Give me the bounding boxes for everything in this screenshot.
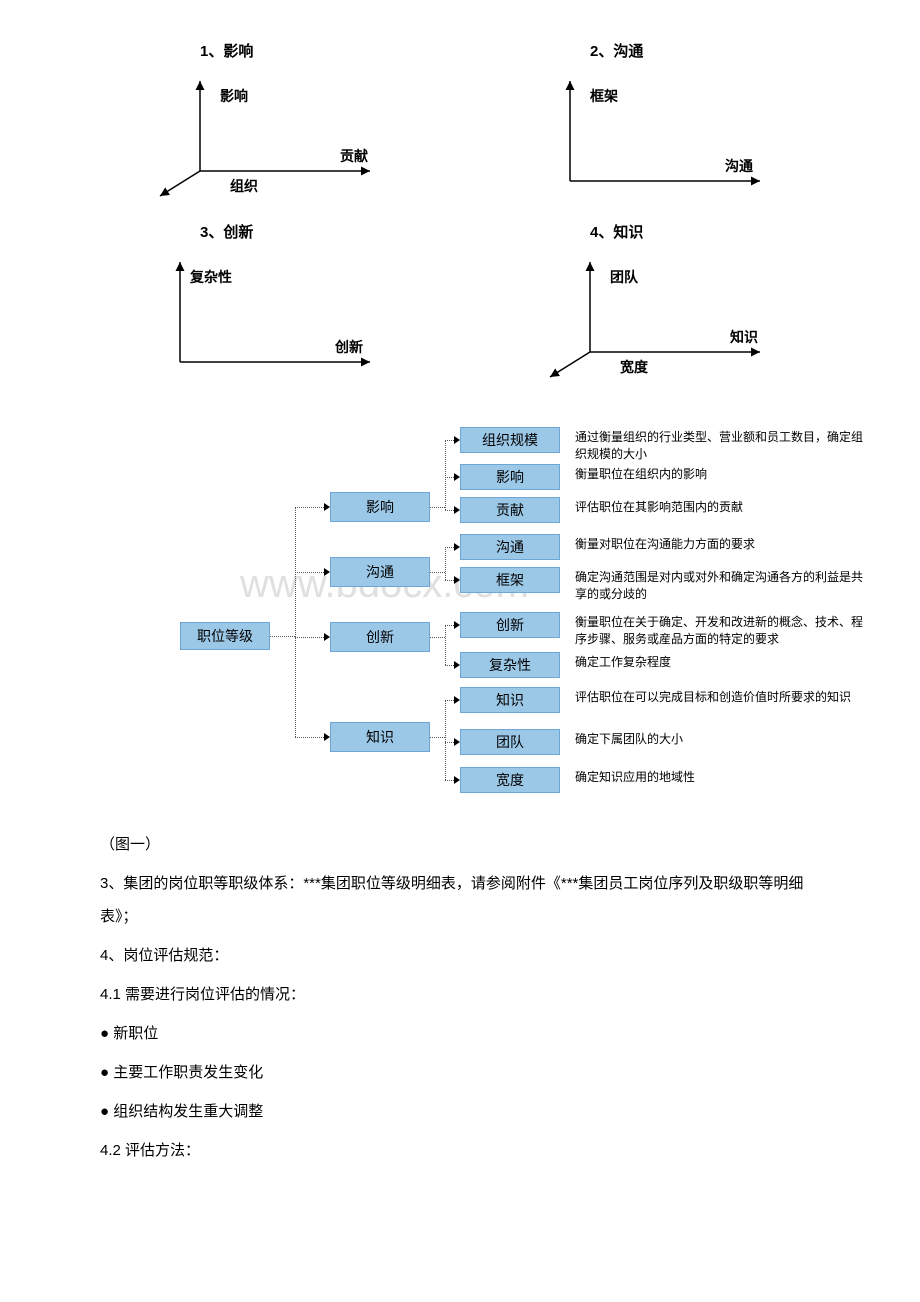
axes-title-1: 1、影响 xyxy=(140,40,490,61)
flow-l3-0: 组织规模 xyxy=(460,427,560,453)
flow-desc: 确定工作复杂程度 xyxy=(575,654,865,671)
axes-cell-4: 4、知识 团队 知识 宽度 xyxy=(530,221,880,382)
axis-y-3: 复杂性 xyxy=(189,269,232,285)
flow-l2-0: 影响 xyxy=(330,492,430,522)
flowchart: www.bdocx.com 职位等级影响沟通创新知识组织规模通过衡量组织的行业类… xyxy=(120,422,880,822)
flow-l3-8: 团队 xyxy=(460,729,560,755)
axis-y-2: 框架 xyxy=(590,88,618,104)
axis-z-1: 组织 xyxy=(230,178,258,194)
axes-svg-2: 框架 沟通 xyxy=(530,71,790,201)
flow-desc: 评估职位在其影响范围内的贡献 xyxy=(575,499,865,516)
flow-l3-9: 宽度 xyxy=(460,767,560,793)
flow-l3-6: 复杂性 xyxy=(460,652,560,678)
flow-desc: 确定沟通范围是对内或对外和确定沟通各方的利益是共享的或分歧的 xyxy=(575,569,865,603)
axis-z-4: 宽度 xyxy=(620,359,649,375)
flow-l3-2: 贡献 xyxy=(460,497,560,523)
axis-x-4: 知识 xyxy=(730,329,758,345)
para-4: 4、岗位评估规范： xyxy=(100,939,820,972)
bullet-1: ● 新职位 xyxy=(100,1017,820,1050)
flow-desc: 通过衡量组织的行业类型、营业额和员工数目，确定组织规模的大小 xyxy=(575,429,865,463)
axis-x-3: 创新 xyxy=(334,339,363,355)
axes-cell-3: 3、创新 复杂性 创新 xyxy=(140,221,490,382)
axes-svg-4: 团队 知识 宽度 xyxy=(530,252,790,382)
flow-desc: 确定知识应用的地域性 xyxy=(575,769,865,786)
caption: （图一） xyxy=(100,828,820,861)
flow-l2-1: 沟通 xyxy=(330,557,430,587)
flow-root: 职位等级 xyxy=(180,622,270,650)
flow-l3-5: 创新 xyxy=(460,612,560,638)
flow-desc: 衡量职位在关于确定、开发和改进新的概念、技术、程序步骤、服务或産品方面的特定的要… xyxy=(575,614,865,648)
axis-y-4: 团队 xyxy=(610,269,639,285)
axes-svg-3: 复杂性 创新 xyxy=(140,252,400,382)
axis-y-1: 影响 xyxy=(220,88,248,104)
axes-title-2: 2、沟通 xyxy=(530,40,880,61)
flow-desc: 确定下属团队的大小 xyxy=(575,731,865,748)
axes-cell-2: 2、沟通 框架 沟通 xyxy=(530,40,880,201)
flow-desc: 评估职位在可以完成目标和创造价值时所要求的知识 xyxy=(575,689,865,706)
axes-grid: 1、影响 影响 贡献 组织 2、沟通 框架 沟通 3、创新 复杂性 创新 xyxy=(140,40,880,382)
axis-x-1: 贡献 xyxy=(340,148,368,164)
axes-cell-1: 1、影响 影响 贡献 组织 xyxy=(140,40,490,201)
flow-l3-1: 影响 xyxy=(460,464,560,490)
flow-desc: 衡量职位在组织内的影响 xyxy=(575,466,865,483)
para-4-2: 4.2 评估方法： xyxy=(100,1134,820,1167)
flow-l3-7: 知识 xyxy=(460,687,560,713)
flow-l3-3: 沟通 xyxy=(460,534,560,560)
para-4-1: 4.1 需要进行岗位评估的情况： xyxy=(100,978,820,1011)
flow-l3-4: 框架 xyxy=(460,567,560,593)
axes-title-3: 3、创新 xyxy=(140,221,490,242)
bullet-3: ● 组织结构发生重大调整 xyxy=(100,1095,820,1128)
axes-title-4: 4、知识 xyxy=(530,221,880,242)
bullet-2: ● 主要工作职责发生变化 xyxy=(100,1056,820,1089)
axes-svg-1: 影响 贡献 组织 xyxy=(140,71,400,201)
para-3: 3、集团的岗位职等职级体系：***集团职位等级明细表，请参阅附件《***集团员工… xyxy=(100,867,820,933)
axis-x-2: 沟通 xyxy=(725,158,753,174)
flow-l2-3: 知识 xyxy=(330,722,430,752)
body-text: （图一） 3、集团的岗位职等职级体系：***集团职位等级明细表，请参阅附件《**… xyxy=(100,828,820,1167)
flow-l2-2: 创新 xyxy=(330,622,430,652)
flow-desc: 衡量对职位在沟通能力方面的要求 xyxy=(575,536,865,553)
